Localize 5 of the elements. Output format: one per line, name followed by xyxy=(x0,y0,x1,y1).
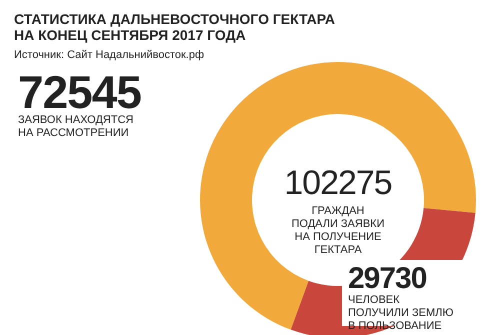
text: ГРАЖДАН ПОДАЛИ ЗАЯВКИ НА ПОЛУЧЕНИЕ ГЕКТАРА xyxy=(291,205,385,256)
chart-subtitle: Источник: Сайт Надальнийвосток.рф xyxy=(14,49,204,61)
text: 102275 xyxy=(284,164,392,202)
data-label: 29730 xyxy=(348,262,427,295)
chart-title: СТАТИСТИКА ДАЛЬНЕВОСТОЧНОГО ГЕКТАРА НА КОНЕЦ СЕНТЯБРЯ 2017 ГОДА xyxy=(14,11,336,43)
